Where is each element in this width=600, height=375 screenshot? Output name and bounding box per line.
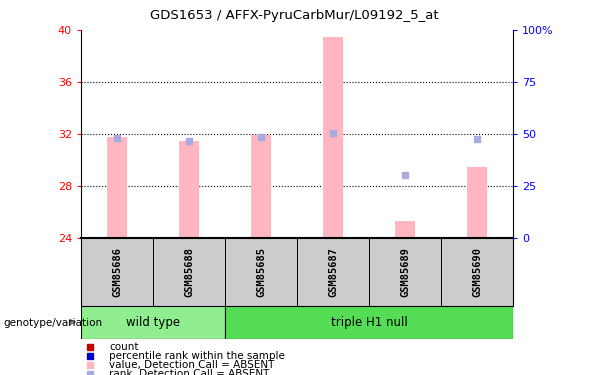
Text: triple H1 null: triple H1 null: [331, 316, 407, 329]
Bar: [107, 136, 127, 238]
Text: GSM85685: GSM85685: [256, 247, 266, 297]
Text: GSM85689: GSM85689: [400, 247, 410, 297]
Text: GSM85686: GSM85686: [112, 247, 122, 297]
Bar: [179, 141, 199, 238]
Text: wild type: wild type: [126, 316, 180, 329]
Text: value, Detection Call = ABSENT: value, Detection Call = ABSENT: [109, 360, 274, 370]
Bar: [323, 36, 343, 238]
Text: GSM85688: GSM85688: [184, 247, 194, 297]
Bar: [395, 221, 415, 238]
Text: GSM85690: GSM85690: [472, 247, 482, 297]
FancyBboxPatch shape: [225, 306, 513, 339]
FancyBboxPatch shape: [81, 306, 225, 339]
Bar: [251, 135, 271, 238]
Text: percentile rank within the sample: percentile rank within the sample: [109, 351, 285, 361]
Text: GDS1653 / AFFX-PyruCarbMur/L09192_5_at: GDS1653 / AFFX-PyruCarbMur/L09192_5_at: [149, 9, 439, 22]
Text: genotype/variation: genotype/variation: [3, 318, 102, 327]
Bar: [467, 166, 487, 238]
Text: GSM85687: GSM85687: [328, 247, 338, 297]
Text: count: count: [109, 342, 139, 352]
Text: rank, Detection Call = ABSENT: rank, Detection Call = ABSENT: [109, 369, 269, 375]
